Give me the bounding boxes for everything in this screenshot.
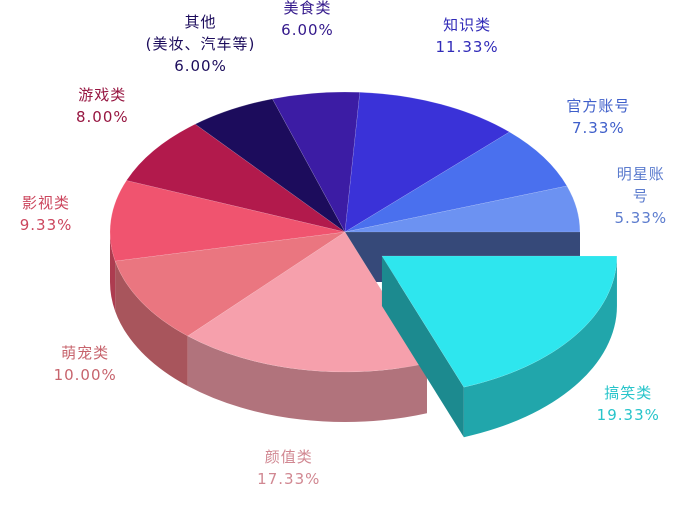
- slice: [344, 131, 568, 233]
- category-label: 知识类: [443, 15, 492, 34]
- category-label: 影视类: [22, 193, 71, 212]
- category-label: 搞笑类: [604, 383, 653, 402]
- slice-side: [115, 261, 188, 387]
- slice-label: 其他 (美妆、汽车等) 6.00%: [146, 11, 256, 77]
- category-label: 游戏类: [78, 85, 127, 104]
- slice: [187, 231, 428, 373]
- slice-label: 搞笑类 19.33%: [597, 382, 660, 426]
- slice-side: [463, 255, 617, 438]
- slice-label: 知识类 11.33%: [435, 14, 498, 58]
- value-label: 17.33%: [257, 470, 321, 489]
- value-label: 8.00%: [75, 107, 129, 126]
- value-label: 10.00%: [53, 366, 117, 385]
- slice: [344, 92, 510, 233]
- category-label: 美食类: [283, 0, 332, 17]
- category-label: 官方账号: [566, 96, 631, 115]
- value-label: 5.33%: [614, 209, 668, 228]
- category-label: 颜值类: [264, 448, 313, 467]
- slice-label: 官方账号 7.33%: [566, 95, 630, 139]
- slice-side: [110, 232, 116, 312]
- value-label: 7.33%: [571, 118, 625, 137]
- value-label: 9.33%: [19, 215, 73, 234]
- slice-label: 明星账号 5.33%: [611, 163, 670, 229]
- slice: [109, 180, 346, 262]
- slice-label: 影视类 9.33%: [20, 192, 73, 236]
- slice-label: 美食类 6.00%: [281, 0, 334, 41]
- slice: [381, 255, 618, 388]
- slice-cut: [381, 255, 464, 438]
- value-label: 11.33%: [435, 37, 499, 56]
- slice-label: 颜值类 17.33%: [257, 446, 320, 490]
- value-label: 6.00%: [281, 20, 334, 39]
- slice: [194, 98, 346, 233]
- value-label: 19.33%: [596, 405, 660, 424]
- slice-label: 萌宠类 10.00%: [54, 342, 117, 386]
- category-label: 明星账号: [616, 165, 665, 206]
- category-label: 萌宠类: [61, 344, 110, 363]
- slice: [126, 123, 346, 233]
- slice: [344, 185, 581, 233]
- slice: [114, 231, 346, 337]
- slice-side: [187, 336, 427, 422]
- slice: [272, 91, 361, 233]
- value-label: 6.00%: [174, 56, 227, 75]
- slice-label: 游戏类 8.00%: [76, 84, 129, 128]
- category-label: 其他 (美妆、汽车等): [145, 12, 256, 53]
